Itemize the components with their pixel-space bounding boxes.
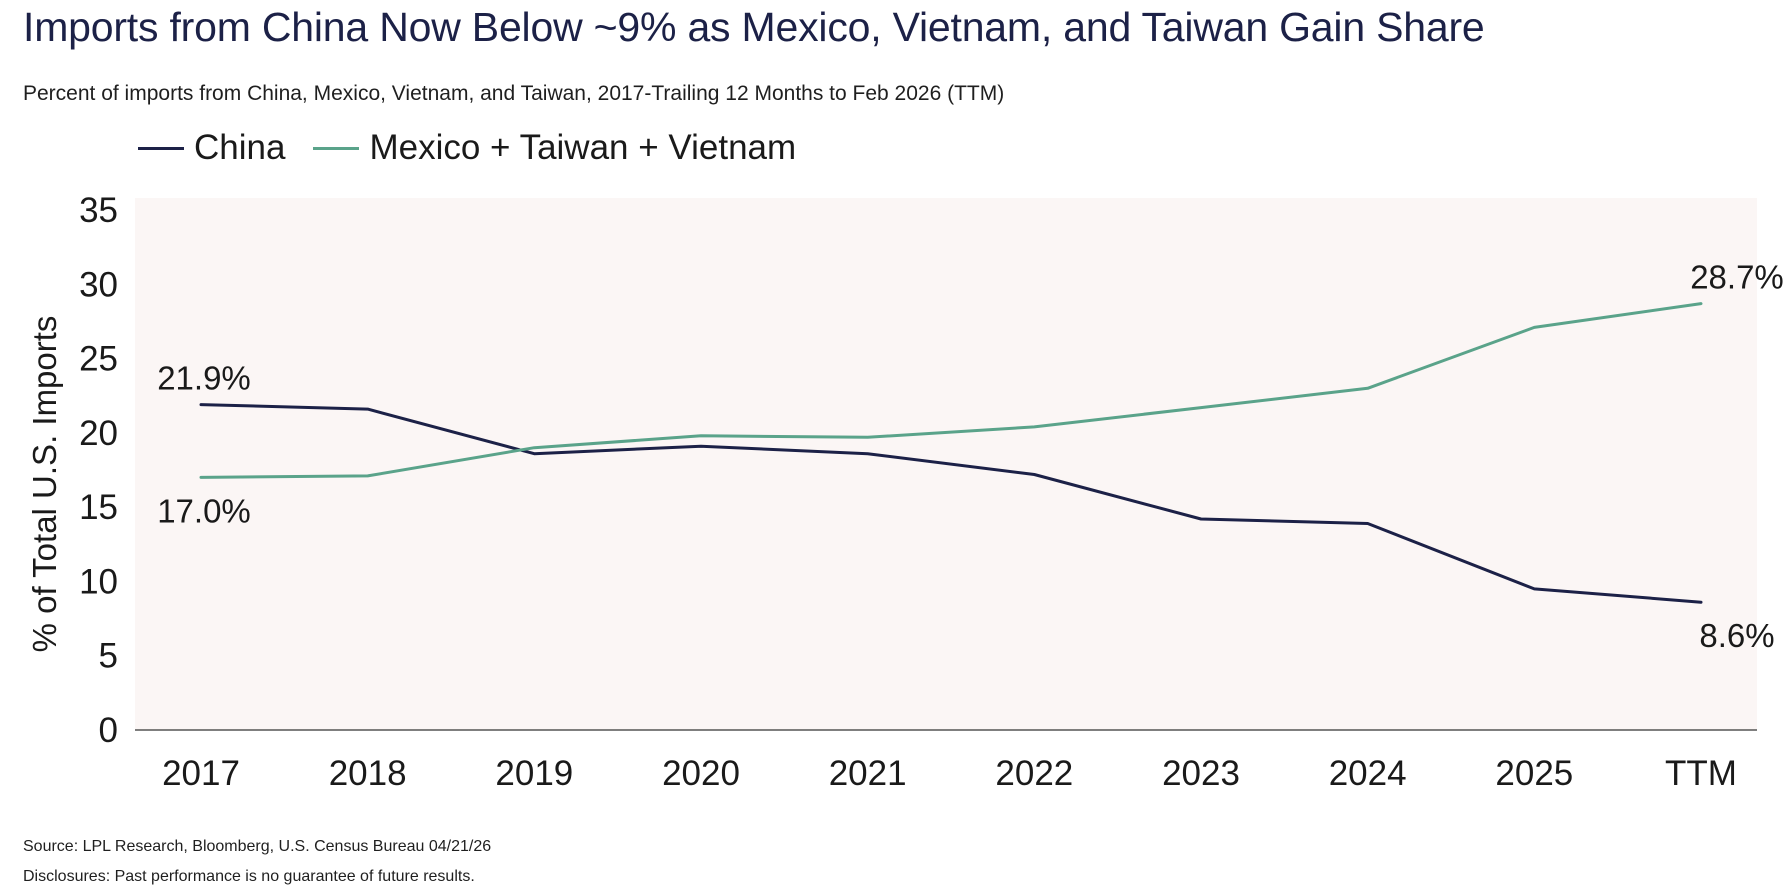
data-label: 21.9% <box>157 360 251 397</box>
x-tick-label: TTM <box>1665 754 1737 793</box>
series-line-china <box>199 403 1703 604</box>
chart-subtitle: Percent of imports from China, Mexico, V… <box>23 82 1005 105</box>
chart-title: Imports from China Now Below ~9% as Mexi… <box>23 4 1485 50</box>
x-tick-label: 2018 <box>329 754 407 793</box>
data-label: 17.0% <box>157 492 251 529</box>
data-label: 8.6% <box>1699 617 1774 654</box>
y-tick-label: 15 <box>79 488 118 527</box>
series-line-mexico-taiwan-vietnam <box>199 302 1703 479</box>
chart-legend: China Mexico + Taiwan + Vietnam <box>138 128 824 168</box>
x-tick-label: 2020 <box>662 754 740 793</box>
x-tick-label: 2022 <box>995 754 1073 793</box>
y-tick-label: 25 <box>79 340 118 379</box>
y-tick-label: 30 <box>79 265 118 304</box>
y-tick-label: 10 <box>79 562 118 601</box>
y-axis-ticks: 0 5 10 15 20 25 30 35 <box>79 191 118 750</box>
legend-swatch-mexico-taiwan-vietnam <box>313 146 360 150</box>
source-note: Source: LPL Research, Bloomberg, U.S. Ce… <box>23 838 492 855</box>
x-tick-label: 2023 <box>1162 754 1240 793</box>
y-tick-label: 0 <box>99 711 118 750</box>
data-annotations: 21.9% 17.0% 28.7% 8.6% <box>157 259 1784 655</box>
x-tick-label: 2025 <box>1495 754 1573 793</box>
legend-item-mexico-taiwan-vietnam: Mexico + Taiwan + Vietnam <box>313 128 796 168</box>
x-axis-ticks: 2017 2018 2019 2020 2021 2022 2023 2024 2025 TTM <box>162 754 1737 793</box>
legend-swatch-china <box>138 146 184 150</box>
y-axis-title: % of Total U.S. Imports <box>26 316 63 653</box>
series-lines <box>199 302 1703 604</box>
x-tick-label: 2017 <box>162 754 240 793</box>
data-label: 28.7% <box>1690 259 1784 296</box>
legend-item-china: China <box>138 128 285 168</box>
y-tick-label: 35 <box>79 191 118 230</box>
legend-label-china: China <box>194 128 286 167</box>
x-tick-label: 2019 <box>495 754 573 793</box>
y-tick-label: 20 <box>79 414 118 453</box>
x-tick-label: 2024 <box>1329 754 1407 793</box>
x-tick-label: 2021 <box>829 754 907 793</box>
legend-label-mexico-taiwan-vietnam: Mexico + Taiwan + Vietnam <box>369 128 797 167</box>
y-tick-label: 5 <box>99 637 118 676</box>
disclosures-note: Disclosures: Past performance is no guar… <box>23 868 475 885</box>
